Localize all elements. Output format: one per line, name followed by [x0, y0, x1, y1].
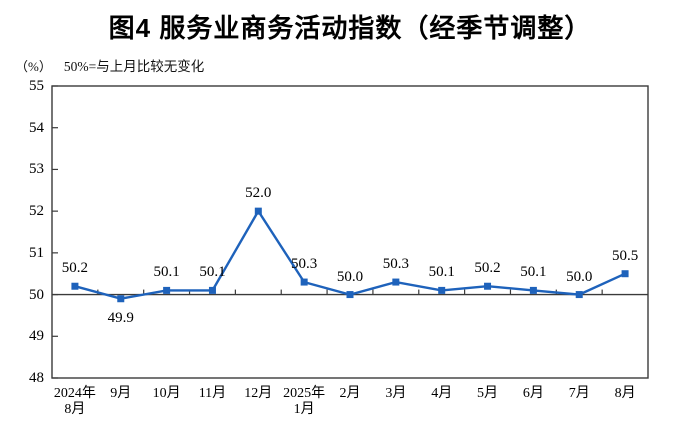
- data-point-marker: [346, 291, 354, 299]
- y-axis-unit-label: （%）: [15, 59, 52, 74]
- data-point-label: 50.1: [428, 264, 455, 281]
- x-axis-tick-label: 11月: [198, 386, 227, 401]
- data-point-label: 50.1: [199, 264, 226, 281]
- data-point-label: 50.2: [474, 260, 501, 277]
- data-point-marker: [208, 286, 216, 294]
- plot-border: [51, 85, 649, 379]
- baseline-note-label: 50%=与上月比较无变化: [63, 59, 205, 74]
- x-axis-tick-label: 4月: [431, 386, 453, 401]
- x-axis-tick-label: 7月: [568, 386, 590, 401]
- data-point-label: 50.0: [566, 268, 593, 285]
- x-axis-tick-label: 2月: [339, 386, 361, 401]
- y-axis-tick-label: 50: [29, 286, 44, 303]
- data-point-marker: [529, 286, 537, 294]
- data-point-label: 50.1: [520, 264, 547, 281]
- data-point-marker: [300, 278, 308, 286]
- y-axis-tick-label: 49: [29, 328, 44, 345]
- data-point-label: 50.1: [153, 264, 180, 281]
- data-point-marker: [392, 278, 400, 286]
- x-axis-tick-label: 3月: [385, 386, 407, 401]
- chart-subtitle-row: （%） 50%=与上月比较无变化: [15, 55, 204, 75]
- chart-title: 图4 服务业商务活动指数（经季节调整）: [108, 13, 592, 43]
- data-point-marker: [621, 270, 629, 278]
- x-axis-tick-label: 2025年 1月: [283, 386, 326, 417]
- x-axis-tick-label: 2024年 8月: [53, 386, 96, 417]
- y-axis-tick-label: 51: [29, 244, 44, 261]
- data-point-marker: [71, 282, 79, 290]
- data-point-marker: [484, 282, 492, 290]
- data-point-label: 50.5: [611, 247, 639, 264]
- data-point-marker: [117, 295, 125, 303]
- data-point-marker: [163, 286, 171, 294]
- data-point-marker: [575, 291, 583, 299]
- data-point-label: 49.9: [107, 309, 134, 326]
- y-axis-tick-label: 48: [29, 370, 44, 386]
- y-axis-tick-label: 52: [29, 203, 44, 220]
- x-axis-tick-label: 12月: [244, 386, 273, 401]
- data-point-label: 50.3: [382, 256, 409, 273]
- x-axis-tick-label: 5月: [477, 386, 499, 401]
- data-point-marker: [254, 207, 262, 215]
- data-point-label: 52.0: [245, 185, 272, 202]
- x-axis-tick-label: 9月: [110, 386, 132, 401]
- data-point-label: 50.3: [291, 256, 318, 273]
- x-axis-tick-label: 10月: [152, 386, 181, 401]
- data-point-marker: [438, 286, 446, 294]
- y-axis-tick-label: 53: [29, 161, 44, 178]
- x-axis-tick-label: 8月: [614, 386, 636, 401]
- y-axis-tick-label: 54: [29, 119, 44, 136]
- data-point-label: 50.0: [336, 268, 364, 285]
- y-axis-tick-label: 55: [29, 78, 44, 94]
- x-axis-tick-label: 6月: [522, 386, 544, 401]
- data-point-label: 50.2: [61, 260, 89, 277]
